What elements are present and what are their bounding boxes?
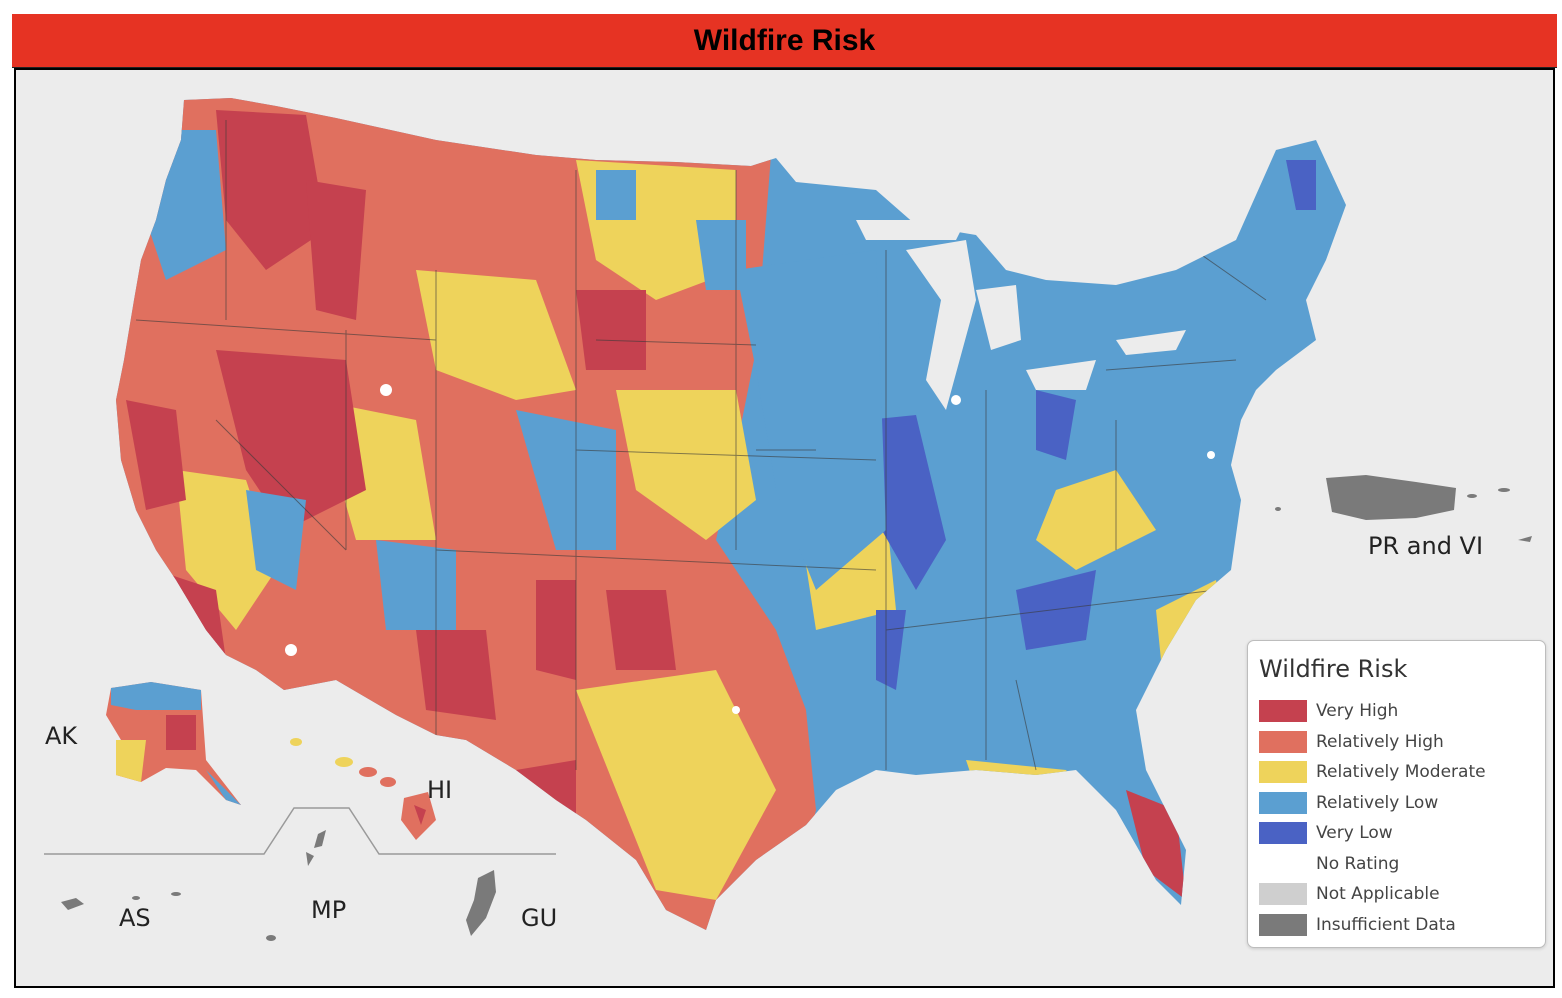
legend-item-relatively-low: Relatively Low — [1259, 791, 1438, 815]
inset-divider — [44, 807, 556, 855]
puerto-rico-vi-shape — [1275, 475, 1532, 542]
legend-swatch — [1259, 792, 1307, 814]
legend-swatch — [1259, 883, 1307, 905]
legend-label: Very High — [1316, 701, 1399, 721]
american-samoa-shape — [61, 892, 181, 910]
hawaii-label: HI — [427, 776, 453, 804]
legend-item-very-high: Very High — [1259, 699, 1398, 723]
legend-swatch — [1259, 700, 1307, 722]
alaska-label: AK — [45, 722, 78, 750]
hawaii-shape — [290, 738, 436, 840]
alaska-shape — [106, 682, 241, 805]
legend-label: Insufficient Data — [1316, 915, 1456, 935]
legend-swatch — [1259, 731, 1307, 753]
northern-mariana-label: MP — [311, 896, 347, 924]
legend-item-relatively-high: Relatively High — [1259, 730, 1444, 754]
map-legend: Wildfire Risk Very High Relatively High … — [1247, 640, 1546, 948]
legend-label: Relatively Moderate — [1316, 762, 1486, 782]
legend-swatch — [1259, 822, 1307, 844]
guam-label: GU — [521, 904, 558, 932]
puerto-rico-vi-label: PR and VI — [1368, 532, 1484, 560]
legend-item-very-low: Very Low — [1259, 821, 1393, 845]
guam-shape — [466, 870, 496, 936]
map-frame: AK HI AS MP GU PR and VI Wildfire Risk V… — [14, 68, 1555, 988]
legend-item-not-applicable: Not Applicable — [1259, 882, 1440, 906]
legend-label: Relatively High — [1316, 732, 1444, 752]
legend-item-no-rating: No Rating — [1259, 852, 1399, 876]
wildfire-risk-map — [44, 98, 1532, 941]
legend-swatch — [1259, 853, 1307, 875]
title-bar: Wildfire Risk — [12, 14, 1557, 68]
american-samoa-label: AS — [119, 904, 151, 932]
legend-label: No Rating — [1316, 854, 1400, 874]
legend-label: Not Applicable — [1316, 884, 1440, 904]
conus-risk-regions — [116, 98, 1346, 930]
legend-label: Relatively Low — [1316, 793, 1439, 813]
legend-title: Wildfire Risk — [1259, 655, 1408, 683]
northern-mariana-shape — [266, 830, 326, 941]
legend-label: Very Low — [1316, 823, 1393, 843]
legend-swatch — [1259, 761, 1307, 783]
page-title: Wildfire Risk — [693, 23, 876, 57]
legend-item-insufficient-data: Insufficient Data — [1259, 913, 1456, 937]
legend-item-relatively-moderate: Relatively Moderate — [1259, 760, 1486, 784]
legend-swatch — [1259, 914, 1307, 936]
